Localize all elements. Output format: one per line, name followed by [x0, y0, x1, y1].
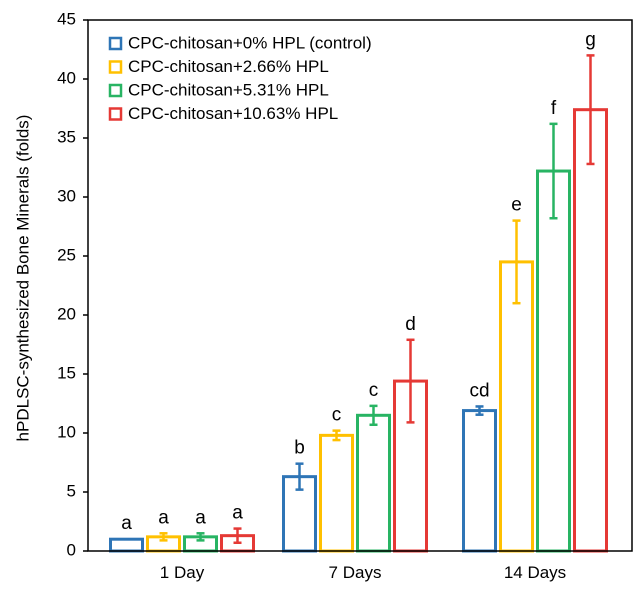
bar-3-2: [356, 413, 391, 553]
bar-2-3: [499, 260, 534, 553]
significance-label-3-2: c: [369, 380, 379, 401]
y-tick-label-30: 30: [57, 186, 76, 205]
legend-label-4: CPC-chitosan+10.63% HPL: [128, 104, 338, 123]
y-tick-label-40: 40: [57, 68, 76, 87]
significance-label-2-2: c: [332, 405, 342, 426]
significance-label-1-1: a: [121, 513, 132, 534]
y-tick-label-5: 5: [67, 481, 76, 500]
y-tick-label-0: 0: [67, 540, 76, 559]
legend-swatch-2: [108, 60, 123, 74]
bar-2-2: [319, 433, 354, 553]
legend: CPC-chitosan+0% HPL (control) CPC-chitosa…: [108, 33, 372, 123]
y-tick-label-15: 15: [57, 363, 76, 382]
axes: [87, 19, 633, 552]
significance-label-4-2: d: [405, 314, 416, 335]
legend-swatch-4: [108, 107, 123, 121]
y-axis-label: hPDLSC-synthesized Bone Minerals (folds): [13, 115, 32, 442]
y-tick-label-25: 25: [57, 245, 76, 264]
legend-label-3: CPC-chitosan+5.31% HPL: [128, 80, 329, 99]
significance-label-3-3: f: [551, 98, 557, 119]
bar-4-3: [573, 108, 608, 553]
significance-label-3-1: a: [195, 507, 206, 528]
y-tick-label-45: 45: [57, 9, 76, 28]
y-tick-label-35: 35: [57, 127, 76, 146]
y-tick-label-20: 20: [57, 304, 76, 323]
significance-label-2-1: a: [158, 507, 169, 528]
significance-label-2-3: e: [511, 195, 522, 216]
x-category-label-1: 1 Day: [160, 563, 205, 582]
legend-label-1: CPC-chitosan+0% HPL (control): [128, 33, 372, 52]
y-axis-ticks: 0 5 10 15 20 25 30 35 40 45: [57, 9, 88, 559]
y-axis-label-group: hPDLSC-synthesized Bone Minerals (folds): [13, 115, 32, 442]
bar-3-3: [536, 169, 571, 553]
legend-swatch-3: [108, 83, 123, 98]
y-tick-label-10: 10: [57, 422, 76, 441]
significance-label-4-1: a: [232, 503, 243, 524]
legend-swatch-1: [108, 36, 123, 51]
x-category-label-3: 14 Days: [504, 563, 566, 582]
legend-label-2: CPC-chitosan+2.66% HPL: [128, 57, 329, 76]
x-axis-categories: 1 Day 7 Days 14 Days: [160, 563, 566, 582]
bar-1-3: [462, 409, 497, 553]
significance-label-1-3: cd: [469, 380, 489, 401]
bar-1-1: [109, 537, 144, 553]
plot-frame: [87, 19, 633, 552]
significance-label-4-3: g: [585, 29, 596, 50]
x-category-label-2: 7 Days: [329, 563, 382, 582]
significance-label-1-2: b: [294, 438, 305, 459]
